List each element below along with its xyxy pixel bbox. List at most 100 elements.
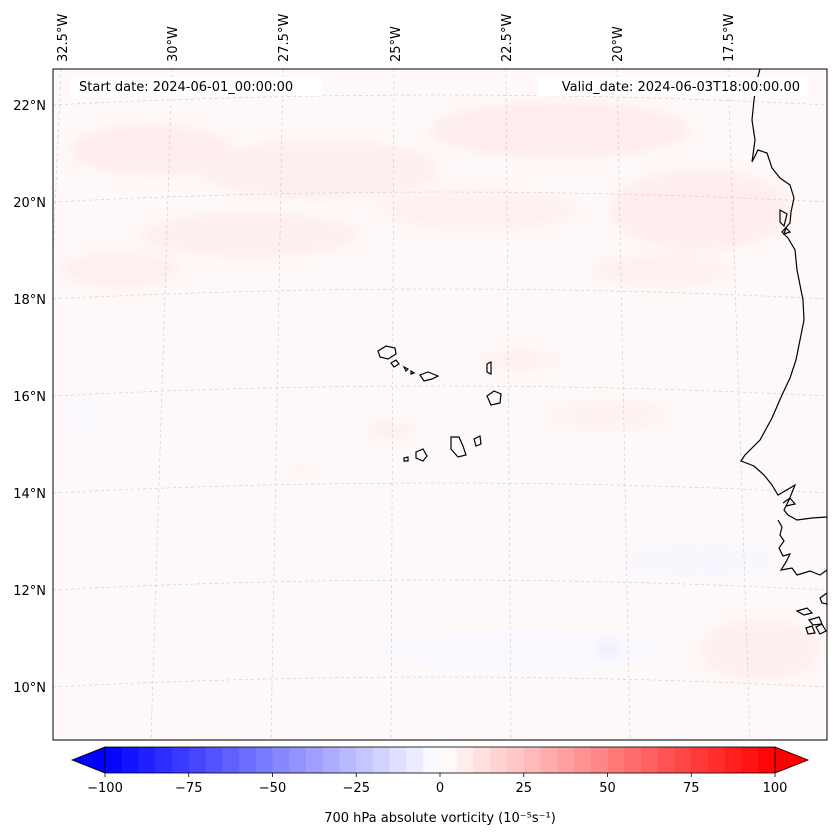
colorbar-cell — [624, 747, 642, 773]
colorbar-cell — [691, 747, 709, 773]
cap-vert-peninsula — [779, 208, 792, 235]
colorbar-cell — [172, 747, 190, 773]
map-frame — [52, 68, 828, 741]
start-date-box — [71, 77, 321, 96]
colorbar-tick-label: 50 — [599, 781, 616, 796]
lat-label: 18°N — [13, 293, 46, 308]
vorticity-patch-positive — [480, 350, 560, 370]
guinea-bissau-coastline — [777, 519, 827, 576]
lat-label: 12°N — [13, 584, 46, 599]
lat-label: 14°N — [13, 487, 46, 502]
colorbar-cell — [758, 747, 776, 773]
vorticity-patch-positive — [610, 170, 790, 250]
island-santiago — [450, 436, 467, 458]
lat-label: 22°N — [13, 99, 46, 114]
colorbar-cell — [574, 747, 592, 773]
colorbar-cell — [272, 747, 290, 773]
colorbar-ticks: −100 −75 −50 −25 0 25 50 75 100 — [87, 773, 787, 796]
vorticity-patch-positive — [590, 254, 730, 286]
lon-label: 32.5°W — [56, 14, 71, 62]
vorticity-patch-negative — [596, 643, 620, 653]
gambia-estuary — [782, 497, 797, 507]
colorbar-cell — [423, 747, 441, 773]
colorbar-cell — [607, 747, 625, 773]
vorticity-patch-negative — [68, 380, 92, 440]
island-sal — [486, 361, 492, 375]
colorbar-cell — [641, 747, 659, 773]
lon-label: 22.5°W — [500, 14, 515, 62]
colorbar-cell — [289, 747, 307, 773]
longitude-labels: 32.5°W 30°W 27.5°W 25°W 22.5°W 20°W 17.5… — [56, 14, 737, 62]
vorticity-patch-positive — [700, 620, 820, 680]
colorbar-max-extension — [774, 746, 810, 774]
vorticity-patch-negative — [380, 630, 660, 670]
island-brava — [403, 456, 409, 462]
valid-date-box — [537, 77, 808, 96]
colorbar-cell — [389, 747, 407, 773]
lon-label: 27.5°W — [277, 14, 292, 62]
colorbar-tick-label: 100 — [763, 781, 788, 796]
colorbar-cell — [406, 747, 424, 773]
colorbar-cell — [105, 747, 123, 773]
colorbar: −100 −75 −50 −25 0 25 50 75 100 700 hPa absolute… — [70, 746, 810, 826]
colorbar-cell — [473, 747, 491, 773]
colorbar-cell — [121, 747, 139, 773]
valid-date-text: Valid_date: 2024-06-03T18:00:00.00 — [562, 80, 800, 95]
bijagos-islands — [795, 592, 827, 635]
colorbar-cell — [322, 747, 340, 773]
colorbar-cell — [557, 747, 575, 773]
colorbar-cell — [741, 747, 759, 773]
colorbar-label: 700 hPa absolute vorticity (10⁻⁵s⁻¹) — [324, 811, 556, 826]
colorbar-cell — [440, 747, 458, 773]
lon-label: 30°W — [166, 26, 181, 62]
colorbar-cell — [138, 747, 156, 773]
vorticity-patch-positive — [550, 401, 670, 429]
latitude-gridlines — [53, 94, 827, 688]
island-fogo — [415, 448, 428, 462]
vorticity-patch-positive — [295, 467, 305, 473]
colorbar-cells — [105, 747, 776, 773]
colorbar-cell — [306, 747, 324, 773]
colorbar-cell — [674, 747, 692, 773]
island-sao-vicente — [390, 359, 400, 368]
start-date-text: Start date: 2024-06-01_00:00:00 — [79, 80, 293, 95]
island-islet — [410, 369, 416, 375]
island-boa-vista — [486, 390, 502, 406]
colorbar-cell — [540, 747, 558, 773]
island-santa-luzia — [402, 365, 410, 373]
island-santo-antao — [377, 345, 397, 360]
lon-label: 25°W — [389, 26, 404, 62]
colorbar-cell — [356, 747, 374, 773]
cape-verde-islands — [377, 345, 502, 462]
lat-label: 20°N — [13, 196, 46, 211]
colorbar-cell — [708, 747, 726, 773]
colorbar-cell — [724, 747, 742, 773]
lon-label: 20°W — [611, 26, 626, 62]
west-africa-coastline — [740, 69, 827, 521]
vorticity-patch-positive — [200, 140, 440, 200]
colorbar-cell — [188, 747, 206, 773]
vorticity-patch-positive — [365, 422, 415, 438]
vorticity-patch-positive — [140, 213, 360, 257]
vorticity-patch-positive — [60, 252, 180, 288]
lon-label: 17.5°W — [722, 14, 737, 62]
lat-label: 16°N — [13, 390, 46, 405]
colorbar-min-extension — [70, 746, 106, 774]
vorticity-patch-positive — [380, 190, 580, 230]
island-sao-nicolau — [419, 371, 440, 382]
colorbar-cell — [490, 747, 508, 773]
colorbar-cell — [523, 747, 541, 773]
colorbar-tick-label: −100 — [87, 781, 123, 796]
colorbar-tick-label: −50 — [259, 781, 286, 796]
longitude-gridlines — [53, 69, 751, 740]
colorbar-tick-label: −25 — [343, 781, 370, 796]
colorbar-tick-label: 75 — [683, 781, 700, 796]
vorticity-patch-positive — [70, 125, 230, 175]
colorbar-cell — [507, 747, 525, 773]
colorbar-cell — [456, 747, 474, 773]
colorbar-cell — [339, 747, 357, 773]
colorbar-cell — [205, 747, 223, 773]
colorbar-cell — [239, 747, 257, 773]
lat-label: 10°N — [13, 681, 46, 696]
